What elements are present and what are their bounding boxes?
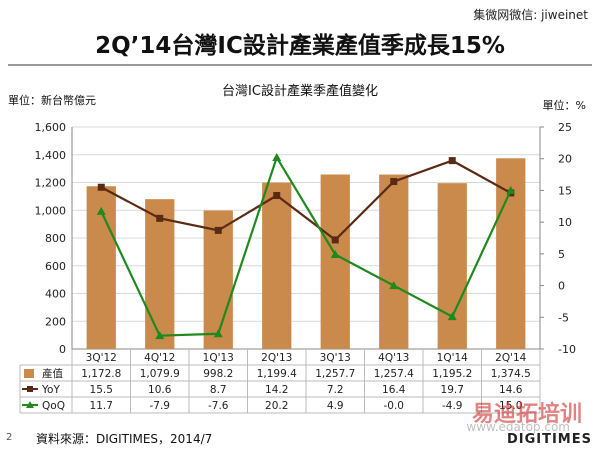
data-label: 1,257.4 bbox=[374, 368, 414, 380]
watermark-url: www.edatop.com bbox=[466, 420, 570, 434]
point-qoq bbox=[389, 281, 399, 290]
bar bbox=[262, 182, 292, 349]
point-qoq bbox=[272, 152, 282, 161]
y-tick-label: 1,200 bbox=[35, 177, 67, 190]
legend-entry: 產值 bbox=[42, 367, 63, 380]
watermark-cn: 易迪拓培训 bbox=[471, 402, 582, 427]
legend-entry: QoQ bbox=[42, 400, 65, 412]
brand-logo: DIGITIMES bbox=[506, 432, 592, 447]
data-label: -7.9 bbox=[150, 400, 171, 412]
data-label: 14.2 bbox=[265, 384, 288, 396]
point-yoy bbox=[448, 157, 456, 165]
bar bbox=[145, 199, 175, 349]
point-yoy bbox=[214, 226, 222, 234]
point-qoq bbox=[155, 331, 165, 340]
y-tick-label: 1,600 bbox=[35, 121, 67, 134]
bar bbox=[379, 174, 409, 349]
x-tick-label: 1Q'13 bbox=[203, 352, 234, 364]
point-yoy bbox=[390, 178, 398, 186]
point-yoy bbox=[273, 192, 281, 200]
x-tick-label: 4Q'13 bbox=[378, 352, 409, 364]
y2-tick-label: 20 bbox=[558, 153, 572, 166]
data-label: 14.6 bbox=[499, 384, 523, 396]
data-label: 1,079.9 bbox=[140, 368, 180, 380]
data-label: -0.0 bbox=[384, 400, 405, 412]
data-label: 1,195.2 bbox=[432, 368, 472, 380]
right-unit-label: 單位：% bbox=[542, 99, 586, 112]
title-divider bbox=[8, 64, 592, 66]
y2-tick-label: 10 bbox=[558, 216, 572, 229]
data-label: 20.2 bbox=[265, 400, 288, 412]
data-label: 1,172.8 bbox=[81, 368, 121, 380]
point-qoq bbox=[213, 329, 223, 338]
y-tick-label: 800 bbox=[45, 232, 66, 245]
x-tick-label: 2Q'13 bbox=[261, 352, 292, 364]
point-yoy bbox=[331, 236, 339, 244]
x-tick-label: 4Q'12 bbox=[144, 352, 175, 364]
chart-title: 台灣IC設計產業季產值變化 bbox=[222, 83, 378, 99]
y2-tick-label: 5 bbox=[558, 248, 565, 261]
point-yoy bbox=[97, 183, 105, 191]
data-label: -7.6 bbox=[208, 400, 229, 412]
data-label: 15.5 bbox=[90, 384, 113, 396]
legend-entry: YoY bbox=[41, 384, 60, 396]
data-label: -4.9 bbox=[442, 400, 463, 412]
x-tick-label: 3Q'13 bbox=[320, 352, 351, 364]
left-unit-label: 單位：新台幣億元 bbox=[8, 94, 96, 107]
data-label: 19.7 bbox=[441, 384, 464, 396]
data-label: 4.9 bbox=[327, 400, 344, 412]
data-label: 16.4 bbox=[382, 384, 406, 396]
x-tick-label: 2Q'14 bbox=[495, 352, 527, 364]
y-tick-label: 1,000 bbox=[35, 204, 67, 217]
y2-tick-label: 0 bbox=[558, 280, 565, 293]
y-tick-label: 400 bbox=[45, 288, 66, 301]
y-tick-label: 200 bbox=[45, 315, 66, 328]
bar bbox=[437, 183, 467, 349]
y2-tick-label: -5 bbox=[558, 311, 569, 324]
data-label: 8.7 bbox=[210, 384, 227, 396]
data-label: 7.2 bbox=[327, 384, 344, 396]
page-number: 2 bbox=[6, 432, 13, 443]
page-title: 2Q’14台灣IC設計產業產值季成長15% bbox=[95, 33, 505, 59]
y2-tick-label: -10 bbox=[558, 343, 576, 356]
point-qoq bbox=[447, 312, 457, 321]
series-line-yoy bbox=[100, 159, 512, 242]
legend-marker-yoy bbox=[27, 386, 33, 392]
data-label: 1,374.5 bbox=[491, 368, 531, 380]
point-yoy bbox=[156, 214, 164, 222]
legend-marker-qoq bbox=[26, 401, 34, 408]
watermark-text: 集微网微信: jiweinet bbox=[473, 8, 588, 22]
data-label: 1,199.4 bbox=[257, 368, 297, 380]
series-line-qoq bbox=[100, 154, 512, 337]
y2-tick-label: 15 bbox=[558, 184, 572, 197]
point-qoq bbox=[330, 249, 340, 258]
y-tick-label: 1,400 bbox=[35, 149, 67, 162]
bar bbox=[320, 174, 350, 349]
data-label: 10.6 bbox=[148, 384, 172, 396]
point-qoq bbox=[506, 185, 516, 194]
y-tick-label: 600 bbox=[45, 260, 66, 273]
legend-key-bar bbox=[24, 369, 34, 378]
source-note: 資料來源：DIGITIMES，2014/7 bbox=[36, 432, 213, 446]
data-label: 15.0 bbox=[499, 400, 522, 412]
data-label: 998.2 bbox=[203, 368, 233, 380]
y2-tick-label: 25 bbox=[558, 121, 572, 134]
x-tick-label: 1Q'14 bbox=[437, 352, 469, 364]
x-tick-label: 3Q'12 bbox=[86, 352, 117, 364]
y-tick-label: 0 bbox=[59, 343, 66, 356]
point-qoq bbox=[96, 206, 106, 215]
data-label: 11.7 bbox=[90, 400, 113, 412]
data-label: 1,257.7 bbox=[315, 368, 355, 380]
